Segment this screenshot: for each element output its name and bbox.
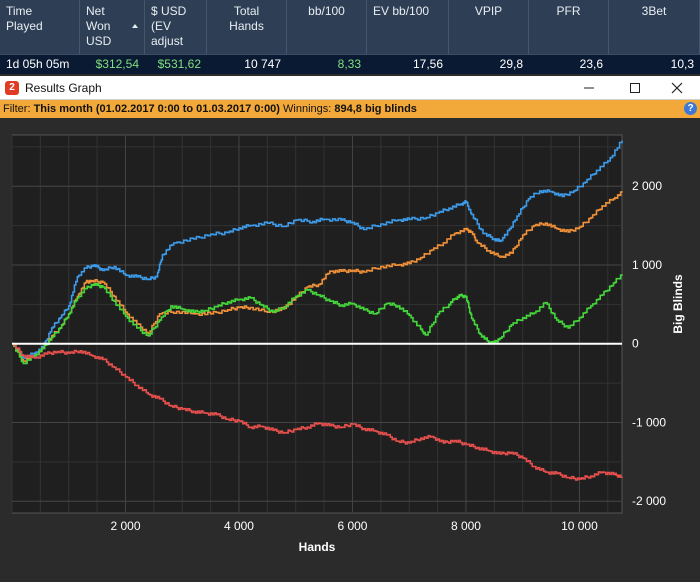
- stat-value: 10,3: [670, 57, 694, 71]
- column-header[interactable]: Time Played: [0, 0, 80, 54]
- column-header-label: Time: [6, 4, 33, 18]
- results-graph: 2 000 1 000 0 -1 000 -2 000 2 000 4 000 6 000 8 …: [0, 118, 700, 577]
- filter-range[interactable]: This month (01.02.2017 0:00 to 01.03.201…: [33, 103, 280, 115]
- stat-value: 17,56: [412, 57, 443, 71]
- stat-value: 1d 05h 05m: [6, 57, 70, 71]
- close-icon: [671, 82, 683, 94]
- column-header[interactable]: EV bb/100: [367, 0, 449, 54]
- stats-row[interactable]: 1d 05h 05m $312,54 $531,62 10 747 8,33 17,56 2…: [0, 54, 700, 74]
- winnings-label: Winnings:: [279, 103, 335, 115]
- column-header[interactable]: 3Bet: [609, 0, 700, 54]
- column-header[interactable]: VPIP: [449, 0, 529, 54]
- app-logo-icon: 2: [5, 81, 19, 95]
- column-header-label: Total: [233, 4, 260, 18]
- sort-ascending-icon: [132, 24, 138, 28]
- column-header-label: 3Bet: [641, 4, 667, 18]
- x-tick-label: 8 000: [451, 519, 481, 533]
- filter-bar: Filter: This month (01.02.2017 0:00 to 0…: [0, 100, 700, 118]
- column-header[interactable]: PFR: [529, 0, 609, 54]
- x-tick-label: 10 000: [561, 519, 598, 533]
- column-header-label: EV bb/100: [373, 4, 430, 18]
- stat-value: 23,6: [579, 57, 603, 71]
- column-header-label: Won: [86, 19, 111, 33]
- plot-area: [11, 134, 623, 514]
- x-tick-label: 6 000: [337, 519, 367, 533]
- column-header[interactable]: $ USD (EV adjust: [145, 0, 207, 54]
- column-header-label: Net: [86, 4, 105, 18]
- stat-value: 29,8: [499, 57, 523, 71]
- minimize-icon: [584, 87, 594, 89]
- series-line: [12, 140, 623, 360]
- stat-value: 8,33: [337, 57, 361, 71]
- results-chart: 2 000 1 000 0 -1 000 -2 000 2 000 4 000 6 000 8 …: [11, 134, 685, 554]
- column-header-label: adjust: [151, 34, 184, 48]
- column-header-label: Played: [6, 19, 43, 33]
- filter-prefix: Filter:: [3, 103, 34, 115]
- series-line: [12, 191, 623, 363]
- stat-value: $312,54: [95, 57, 139, 71]
- column-header-label: Hands: [229, 19, 264, 33]
- series-line: [12, 274, 623, 365]
- column-header[interactable]: Total Hands: [207, 0, 287, 54]
- winnings-value: 894,8 big blinds: [334, 103, 417, 115]
- y-tick-label: -2 000: [632, 494, 666, 508]
- stat-value: $531,62: [157, 57, 201, 71]
- stat-value: 10 747: [244, 57, 281, 71]
- y-axis-label: Big Blinds: [671, 274, 685, 334]
- column-header-label: VPIP: [474, 4, 503, 18]
- close-button[interactable]: [662, 78, 692, 98]
- x-tick-label: 4 000: [224, 519, 254, 533]
- minimize-button[interactable]: [574, 78, 604, 98]
- y-tick-label: 2 000: [632, 179, 662, 193]
- column-header-label: $ USD: [151, 4, 187, 18]
- column-header[interactable]: Net Won USD: [80, 0, 145, 54]
- window-titlebar: 2 Results Graph: [0, 76, 700, 100]
- stats-header: Time Played Net Won USD $ USD (EV adjust Total Ha…: [0, 0, 700, 54]
- column-header[interactable]: bb/100: [287, 0, 367, 54]
- column-header-label: USD: [86, 34, 112, 48]
- column-header-label: (EV: [151, 19, 172, 33]
- y-tick-label: -1 000: [632, 415, 666, 429]
- help-icon[interactable]: ?: [684, 102, 697, 115]
- y-tick-label: 0: [632, 337, 639, 351]
- maximize-icon: [630, 83, 640, 93]
- window-title: Results Graph: [25, 81, 102, 95]
- column-header-label: PFR: [556, 4, 581, 18]
- column-header-label: bb/100: [308, 4, 345, 18]
- x-axis-label: Hands: [299, 540, 336, 554]
- x-tick-label: 2 000: [110, 519, 140, 533]
- series-line: [12, 342, 623, 481]
- y-tick-label: 1 000: [632, 258, 662, 272]
- maximize-button[interactable]: [620, 78, 650, 98]
